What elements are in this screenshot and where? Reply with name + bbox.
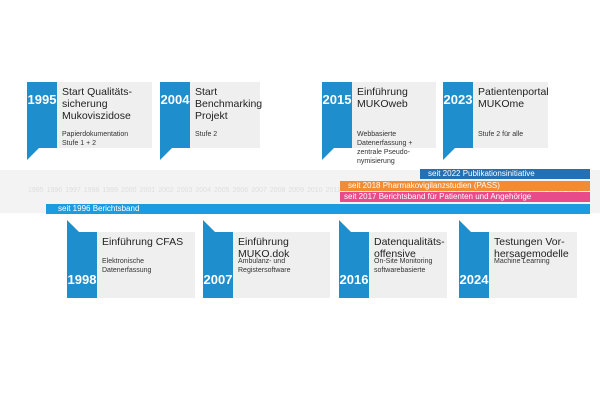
year-tick: 2009 <box>288 187 304 194</box>
pointer-icon <box>67 220 79 232</box>
milestone-title: Start Qualitäts-sicherung Mukoviszidose <box>62 86 133 122</box>
milestone-desc: Papierdokumentation Stufe 1 + 2 <box>62 131 129 147</box>
year-tick: 1996 <box>46 187 63 194</box>
pointer-icon <box>339 220 351 232</box>
pointer-icon <box>203 220 215 232</box>
milestone-2015: 2015 Einführung MUKOweb Webbasierte Datene… <box>322 82 436 165</box>
milestone-desc: Elektronische Datenerfassung <box>102 258 152 274</box>
band-pharmakovigilanz: seit 2018 Pharmakovigilanzstudien (PASS) <box>340 181 590 191</box>
milestone-desc: Stufe 2 für alle <box>478 131 524 138</box>
milestone-desc: Webbasierte Datenerfassung + zentrale Pseu… <box>357 131 413 165</box>
pointer-icon <box>160 148 172 160</box>
year-tick: 2007 <box>251 187 267 194</box>
milestone-year: 1995 <box>27 82 57 148</box>
year-tick: 2000 <box>121 187 137 194</box>
band-label: seit 1996 Berichtsband <box>58 204 140 213</box>
band-label: seit 2022 Publikationsinitiative <box>428 169 535 178</box>
milestone-year: 2024 <box>459 232 489 298</box>
milestone-title: Patientenportal MUKOme <box>478 86 549 110</box>
milestone-title: Einführung MUKO.dok <box>238 236 290 260</box>
milestone-year: 2004 <box>160 82 190 148</box>
year-tick: 2003 <box>176 187 193 194</box>
band-berichtsband: seit 1996 Berichtsband <box>46 204 590 214</box>
year-tick: 2001 <box>139 187 156 194</box>
milestone-2024: 2024 Testungen Vor-hersagemodelle Machin… <box>459 220 577 298</box>
milestone-2016: 2016 Datenqualitäts-offensive On-Site Mo… <box>339 220 447 298</box>
milestone-title: Testungen Vor-hersagemodelle <box>494 236 569 260</box>
band-berichtsband-patienten: seit 2017 Berichtsband für Patienten und… <box>340 192 590 202</box>
milestone-year: 1998 <box>67 232 97 298</box>
milestone-2004: 2004 Start Benchmarking Projekt Stufe 2 <box>160 82 263 160</box>
milestone-title: Einführung CFAS <box>102 236 184 248</box>
milestone-desc: Machine Learning <box>494 258 550 265</box>
milestone-desc: On-Site Monitoring softwarebasierte <box>374 258 433 274</box>
pointer-icon <box>322 148 334 160</box>
year-tick: 1995 <box>28 187 44 194</box>
year-tick: 2002 <box>158 187 174 194</box>
milestone-year: 2015 <box>322 82 352 148</box>
year-tick: 1997 <box>65 187 81 194</box>
year-tick: 2011 <box>325 187 341 194</box>
year-tick: 2006 <box>232 187 249 194</box>
milestone-2007: 2007 Einführung MUKO.dok Ambulanz- und Reg… <box>203 220 330 298</box>
milestone-title: Einführung MUKOweb <box>357 86 408 110</box>
year-tick: 2005 <box>214 187 230 194</box>
milestone-year: 2016 <box>339 232 369 298</box>
band-publikationsinitiative: seit 2022 Publikationsinitiative <box>420 169 590 179</box>
milestone-desc: Stufe 2 <box>195 131 218 138</box>
year-tick: 2008 <box>269 187 286 194</box>
milestone-year: 2023 <box>443 82 473 148</box>
milestone-title: Start Benchmarking Projekt <box>195 86 263 122</box>
year-tick: 2004 <box>195 187 211 194</box>
pointer-icon <box>443 148 455 160</box>
milestone-1995: 1995 Start Qualitäts-sicherung Mukoviszid… <box>27 82 152 160</box>
milestone-2023: 2023 Patientenportal MUKOme Stufe 2 für a… <box>443 82 549 160</box>
band-label: seit 2017 Berichtsband für Patienten und… <box>344 192 532 201</box>
year-tick: 1998 <box>83 187 100 194</box>
band-label: seit 2018 Pharmakovigilanzstudien (PASS) <box>348 181 500 190</box>
pointer-icon <box>27 148 39 160</box>
milestone-year: 2007 <box>203 232 233 298</box>
pointer-icon <box>459 220 471 232</box>
year-tick: 2010 <box>307 187 323 194</box>
milestone-1998: 1998 Einführung CFAS Elektronische Datene… <box>67 220 195 298</box>
milestone-title: Datenqualitäts-offensive <box>374 236 445 260</box>
year-tick: 1999 <box>102 187 118 194</box>
milestone-desc: Ambulanz- und Registersoftware <box>238 258 291 274</box>
